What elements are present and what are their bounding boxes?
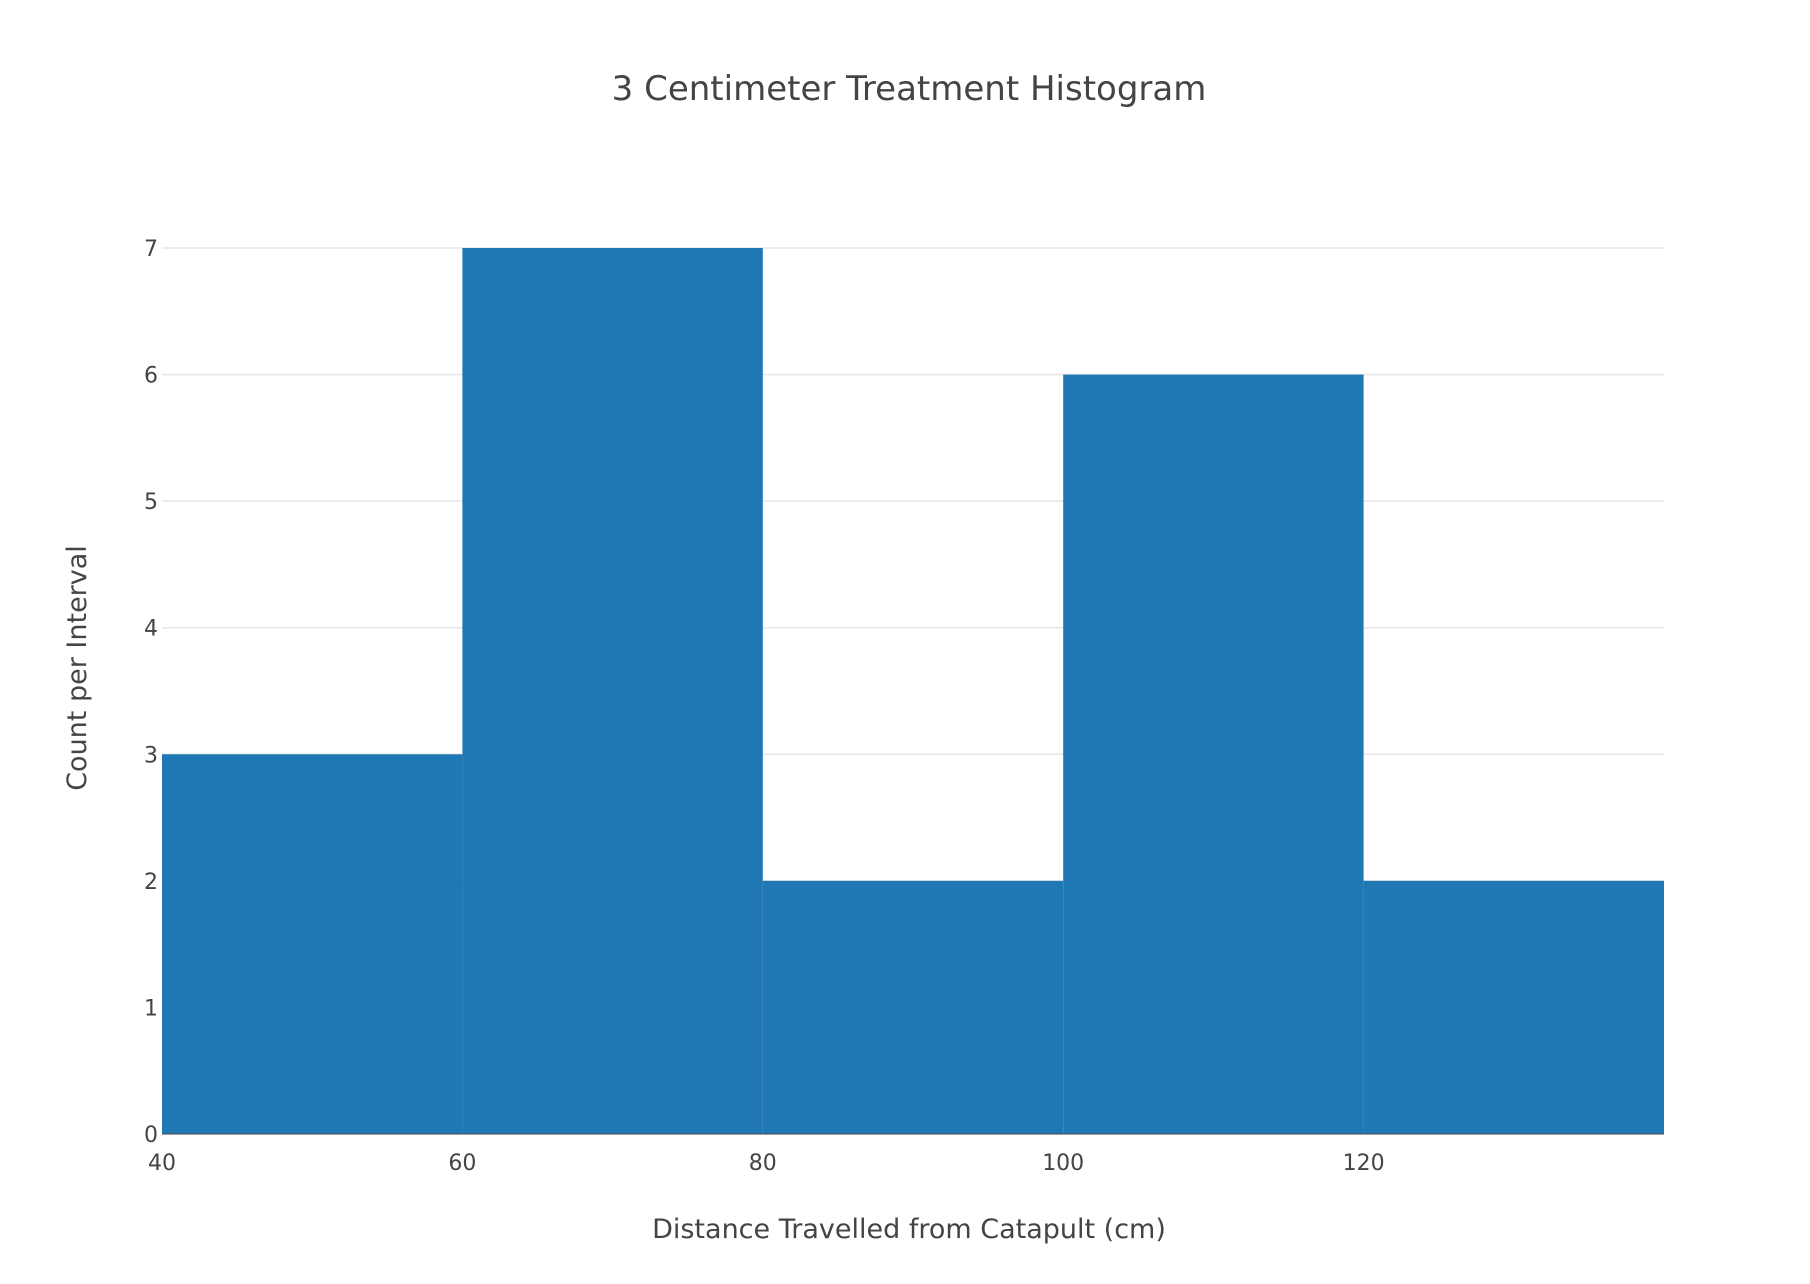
y-tick-label-6: 6 xyxy=(144,364,158,389)
y-tick-label-4: 4 xyxy=(144,617,158,642)
histogram-bar-100-120 xyxy=(1063,374,1364,1135)
x-tick-label-60: 60 xyxy=(448,1151,476,1176)
histogram-bar-120-140 xyxy=(1363,880,1664,1134)
x-tick-label-100: 100 xyxy=(1042,1151,1084,1176)
y-tick-label-0: 0 xyxy=(144,1123,158,1148)
y-axis-title: Count per Interval xyxy=(62,545,93,791)
x-tick-label-80: 80 xyxy=(749,1151,777,1176)
y-tick-label-2: 2 xyxy=(144,870,158,895)
histogram-bar-80-100 xyxy=(762,880,1064,1134)
histogram-bar-40-60 xyxy=(162,754,463,1134)
histogram-bar-60-80 xyxy=(462,248,763,1134)
chart-title: 3 Centimeter Treatment Histogram xyxy=(612,69,1207,109)
y-tick-label-7: 7 xyxy=(144,237,158,262)
x-tick-label-40: 40 xyxy=(148,1151,176,1176)
x-tick-label-120: 120 xyxy=(1343,1151,1385,1176)
y-tick-label-1: 1 xyxy=(144,996,158,1021)
y-tick-label-3: 3 xyxy=(144,743,158,768)
x-axis-title: Distance Travelled from Catapult (cm) xyxy=(652,1214,1166,1245)
axis-labels: 0 1 2 3 4 5 6 7 40 60 80 100 120 xyxy=(144,237,1385,1176)
y-tick-label-5: 5 xyxy=(144,490,158,515)
histogram-bars xyxy=(162,248,1664,1135)
